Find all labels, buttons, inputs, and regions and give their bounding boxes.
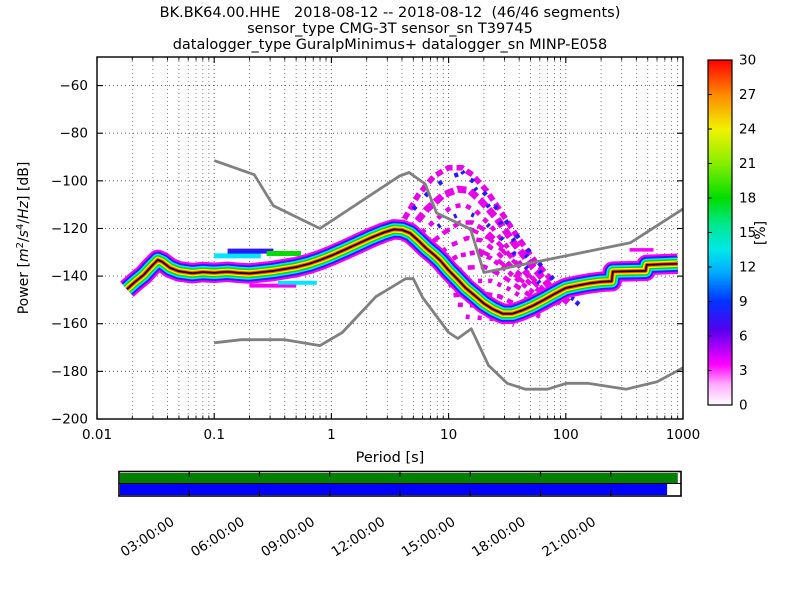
y-axis-label-part: Hz [16,200,32,219]
y-axis-label: Power [m2/s4/Hz] [dB] [15,162,32,315]
psd-cloud-streak [406,185,571,305]
time-tick-label: 21:00:00 [539,514,599,560]
figure-subtitle-sensor: sensor_type CMG-3T sensor_sn T39745 [247,21,533,37]
y-axis-label-part: Power [ [16,262,32,314]
psd-cloud-streak [468,226,540,285]
colorbar-tick-label: 0 [739,398,748,414]
y-axis-label-part: ] [dB] [16,162,32,201]
y-axis-label-part: m [16,248,32,262]
y-tick-label: −100 [51,173,88,189]
x-tick-label: 0.1 [203,427,224,443]
colorbar-tick-label: 3 [739,363,748,379]
y-tick-label: −80 [60,126,89,142]
colorbar-tick-label: 27 [739,87,756,103]
colorbar-tick-label: 18 [739,191,756,207]
colorbar-tick-label: 6 [739,329,748,345]
y-tick-label: −180 [51,364,88,380]
y-tick-label: −160 [51,316,88,332]
colorbar-tick-label: 15 [739,225,756,241]
y-tick-label: −60 [60,78,89,94]
y-axis-label-part: / [16,237,32,242]
psd-cloud-streak [402,164,573,300]
y-tick-label: −120 [51,221,88,237]
colorbar-ticks: 0 3 6 9 12 15 18 21 24 27 30 [708,53,756,414]
colorbar-tick-label: 24 [739,122,756,138]
colorbar-tick-label: 12 [739,260,756,276]
x-tick-label: 1 [327,427,336,443]
y-tick-label: −140 [51,269,88,285]
psd-cloud-streak [421,220,562,307]
time-tick-label: 06:00:00 [188,514,248,560]
psd-cloud-streak [429,235,559,307]
psd-cloud-streak [442,264,542,305]
colorbar-tick-label: 21 [739,156,756,172]
psd-cloud-streak [436,249,551,306]
time-tick-label: 15:00:00 [399,514,459,560]
y-axis-label-part: / [16,219,32,224]
y-axis-label-sup: 4 [15,224,26,230]
colorbar-label: [%] [753,221,769,245]
data-layer [120,159,683,391]
colorbar-tick-label: 30 [739,53,756,69]
time-tick-label: 18:00:00 [469,514,529,560]
x-tick-label: 10 [440,427,457,443]
figure-subtitle-datalogger: datalogger_type GuralpMinimus+ datalogge… [173,37,608,53]
y-axis-label-sup: 2 [15,242,26,248]
nlnm-line [214,277,683,391]
time-tick-label: 12:00:00 [329,514,389,560]
x-tick-label: 1000 [666,427,700,443]
time-tick-label: 09:00:00 [258,514,318,560]
figure-title: BK.BK64.00.HHE 2018-08-12 -- 2018-08-12 … [160,5,621,21]
timeline-green-row [120,473,678,483]
y-axis-label-part: s [16,230,32,237]
x-tick-label: 100 [553,427,579,443]
x-tick-label: 0.01 [82,427,112,443]
y-tick-label: −200 [51,412,88,428]
nhnm-line [213,159,683,274]
timeline-blue-row [120,484,668,495]
time-tick-label: 03:00:00 [118,514,178,560]
mode-line [126,228,678,315]
plot-frame [96,56,684,420]
psd-cloud-streak [411,171,581,307]
colorbar-tick-label: 9 [739,294,748,310]
x-axis-label: Period [s] [356,450,425,466]
psd-cloud-streak [477,248,532,290]
timeline-bar: 03:00:00 06:00:00 09:00:00 12:00:00 15:00:00… [118,470,682,560]
